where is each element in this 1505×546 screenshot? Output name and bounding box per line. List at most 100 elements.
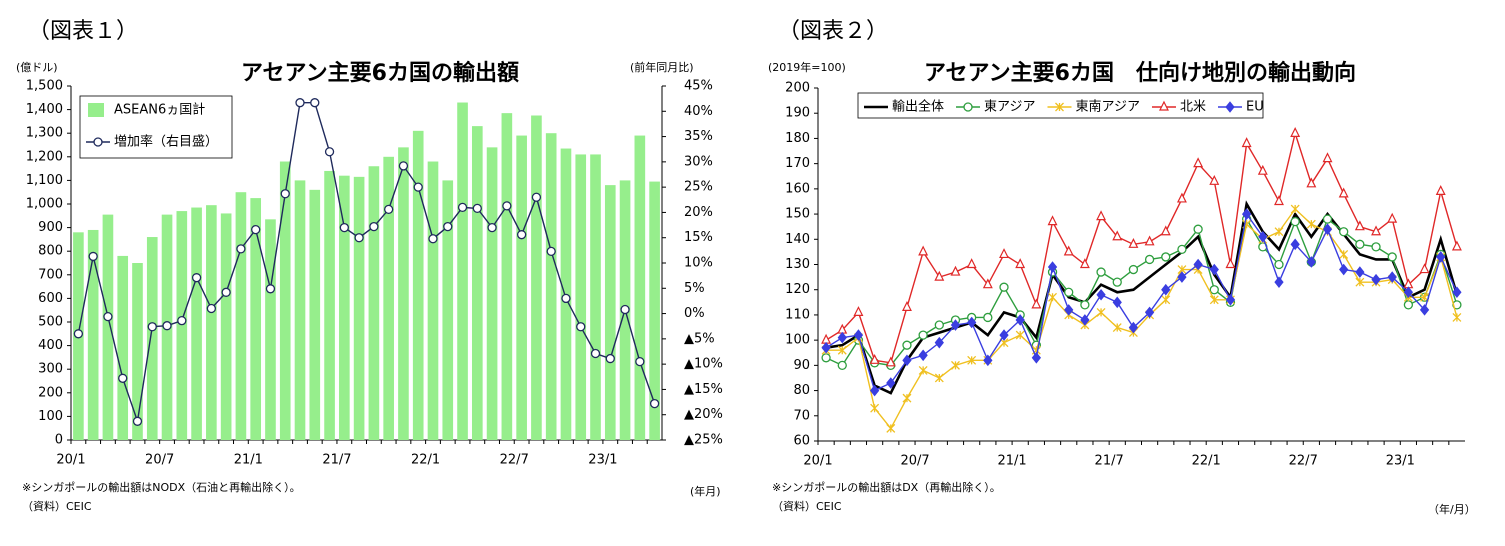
point [1144,235,1155,246]
point [1274,227,1284,237]
line [825,217,1458,367]
y2-tick-label: 5% [684,281,705,296]
y-tick-label: 130 [785,257,810,272]
y-tick-label: 90 [793,358,810,373]
point [1128,321,1139,334]
point [1371,273,1381,286]
x-tick-label: 20/7 [145,453,174,468]
point [1403,286,1414,299]
point [1193,224,1203,234]
x-tick-label: 20/1 [56,453,85,468]
point [950,265,961,276]
x-tick-label: 21/1 [997,454,1026,469]
y2-tick-label: ▲15% [684,382,723,397]
y-tick-label: 700 [38,267,63,282]
point [1241,208,1252,220]
bar [324,170,335,440]
point [886,423,896,433]
point [280,189,290,199]
point [1096,288,1106,301]
y-tick-label: 600 [38,291,63,306]
point [1015,314,1025,326]
point [918,245,929,256]
point [384,204,394,215]
point [118,373,128,383]
x-tick-label: 20/7 [900,454,929,469]
point [1031,351,1042,364]
point [1112,323,1122,332]
x-tick-label: 21/1 [234,453,263,468]
point [1290,127,1301,137]
point [443,221,453,232]
point [1436,251,1446,263]
legend-marker [1159,100,1169,111]
source: （資料）CEIC [22,499,92,513]
point [918,349,928,362]
point [1355,277,1365,287]
y2-tick-label: ▲5% [684,331,715,346]
y-tick-label: 200 [785,81,810,96]
point [1290,238,1300,251]
point [983,354,993,367]
point [1371,242,1381,252]
line [825,130,1458,364]
bar [339,175,350,440]
x-tick-label: 22/7 [1289,454,1318,469]
bar [353,176,365,441]
point [1160,225,1171,236]
bar [87,229,99,440]
bar [279,161,291,440]
bar [294,180,306,440]
y-tick-label: 1,400 [26,102,63,117]
legend-marker [963,102,973,112]
bar [368,166,380,441]
bar [176,211,188,440]
bar [398,147,409,441]
legend-label: 輸出全体 [892,99,944,115]
point [546,246,556,257]
note: ※シンガポールの輸出額はDX（再輸出除く）。 [772,480,1001,494]
y-tick-label: 110 [785,307,810,322]
y2-tick-label: 20% [684,205,713,220]
bar [442,180,454,440]
point [1403,300,1414,310]
point [1452,312,1462,322]
point [901,301,912,311]
point [1451,240,1462,251]
point [967,355,977,365]
point [1290,216,1300,227]
point [1096,267,1106,277]
point [1257,164,1268,175]
y-tick-label: 1,000 [26,197,63,212]
point [1371,225,1382,236]
y-tick-label: 190 [785,106,810,121]
y-tick-label: 1,500 [26,79,63,94]
x-tick-label: 22/7 [500,453,529,468]
bar [383,156,394,441]
y-tick-label: 300 [38,362,63,377]
y-tick-label: 60 [793,434,810,449]
point [1355,266,1365,278]
bar [531,115,542,440]
point [576,322,586,332]
legend-label: ASEAN6ヵ国計 [114,102,205,118]
bar [427,161,439,440]
y-tick-label: 120 [785,282,810,297]
point [1112,296,1122,309]
point [1015,330,1025,340]
point [1225,258,1236,269]
point [221,287,231,297]
point [1064,304,1074,316]
x-tick-label: 21/7 [1095,454,1124,469]
point [1128,237,1139,248]
point [1144,254,1155,265]
y2-tick-label: 15% [684,230,713,245]
y2-tick-label: ▲20% [684,407,723,422]
point [983,312,993,323]
y2-tick-label: 35% [684,129,713,144]
y-tick-label: 140 [785,232,810,247]
point [1290,204,1300,214]
point [853,306,864,317]
bar [235,192,247,440]
bar [590,154,601,440]
